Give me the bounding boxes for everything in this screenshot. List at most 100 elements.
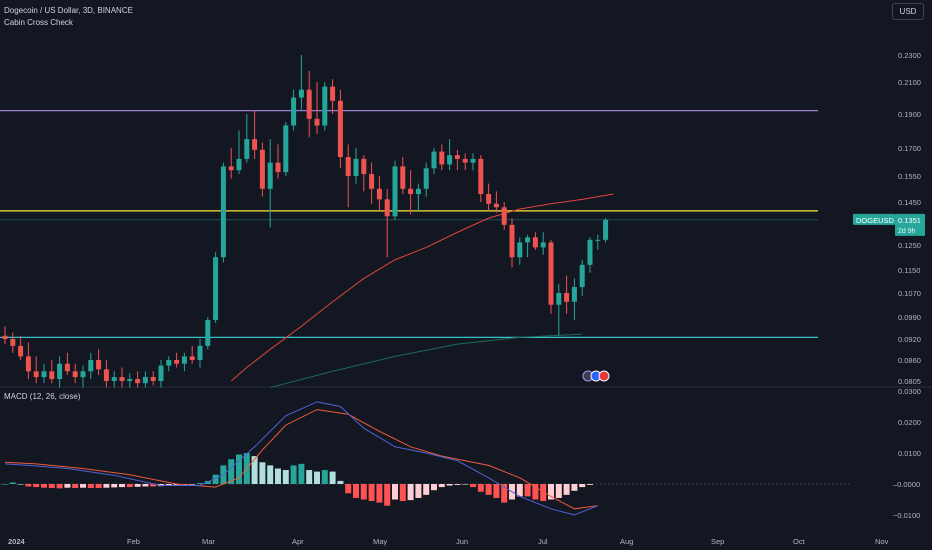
time-tick-label: Aug xyxy=(620,537,633,546)
macd-histogram-bar xyxy=(368,484,375,502)
candle xyxy=(213,257,219,321)
macd-histogram-bar xyxy=(150,484,157,487)
currency-button[interactable]: USD xyxy=(892,3,924,20)
candle xyxy=(314,118,320,126)
macd-histogram-bar xyxy=(212,474,219,484)
time-tick-label: Nov xyxy=(875,537,889,546)
time-tick-label: Jun xyxy=(456,537,468,546)
macd-histogram-bar xyxy=(337,480,344,484)
candle xyxy=(174,360,180,364)
candle xyxy=(10,339,16,346)
candle xyxy=(291,97,297,126)
macd-histogram-bar xyxy=(540,484,547,502)
candle xyxy=(337,100,343,158)
price-pane xyxy=(0,55,932,389)
candle xyxy=(298,89,304,98)
candle xyxy=(2,335,8,339)
candle xyxy=(80,371,86,378)
candle xyxy=(330,86,336,101)
candle xyxy=(57,363,63,380)
candle xyxy=(447,155,453,165)
flag-icon[interactable] xyxy=(598,370,610,382)
macd-histogram-bar xyxy=(438,484,445,488)
macd-histogram-bar xyxy=(64,484,71,488)
event-icons[interactable] xyxy=(582,370,610,382)
candle xyxy=(119,377,125,381)
time-tick-label: Sep xyxy=(711,537,724,546)
price-tick-label: 0.1550 xyxy=(898,172,921,181)
candle xyxy=(415,188,421,195)
candle xyxy=(158,365,164,381)
indicator-name[interactable]: Cabin Cross Check xyxy=(4,18,73,27)
price-tag-bg xyxy=(895,213,925,236)
price-tick-label: 0.0920 xyxy=(898,335,921,344)
candle xyxy=(400,166,406,189)
candle xyxy=(205,320,211,346)
price-tick-label: 0.1150 xyxy=(898,266,920,275)
candle xyxy=(244,139,250,159)
macd-histogram-bar xyxy=(477,484,484,492)
macd-histogram-bar xyxy=(431,484,437,491)
time-tick-label: Oct xyxy=(793,537,806,546)
macd-histogram-bar xyxy=(267,465,274,484)
price-tick-label: 0.1070 xyxy=(898,289,921,298)
macd-histogram-bar xyxy=(25,484,32,487)
candle xyxy=(579,264,585,288)
candle xyxy=(392,166,398,217)
macd-histogram-bar xyxy=(384,484,391,506)
price-tick-label: 0.2300 xyxy=(898,51,921,60)
macd-histogram-bar xyxy=(376,484,383,503)
candle xyxy=(88,360,94,372)
candle xyxy=(439,151,445,165)
macd-histogram-bar xyxy=(555,484,562,498)
macd-histogram-bar xyxy=(501,484,508,503)
price-tick-label: 0.0805 xyxy=(898,377,921,386)
macd-histogram-bar xyxy=(579,484,586,488)
candle xyxy=(540,242,546,248)
candle xyxy=(509,224,515,258)
macd-histogram-bar xyxy=(259,462,266,484)
macd-histogram-bar xyxy=(415,484,422,498)
macd-histogram-bar xyxy=(470,484,476,488)
candle xyxy=(525,237,531,243)
price-tick-label: 0.2100 xyxy=(898,78,921,87)
macd-histogram-bar xyxy=(306,470,313,484)
macd-histogram-bar xyxy=(571,484,578,491)
candle xyxy=(501,207,507,225)
macd-histogram-bar xyxy=(119,484,125,488)
macd-histogram-bar xyxy=(103,484,110,488)
candle xyxy=(33,371,39,378)
candle xyxy=(564,293,570,302)
macd-histogram-bar xyxy=(282,470,289,484)
candle xyxy=(556,293,562,305)
macd-legend[interactable]: MACD (12, 26, close) xyxy=(4,392,81,401)
macd-line xyxy=(4,401,598,516)
candle xyxy=(228,166,234,171)
macd-histogram-bar xyxy=(532,484,539,500)
candle xyxy=(486,194,492,204)
price-tick-label: 0.1250 xyxy=(898,241,921,250)
price-tick-label: 0.1900 xyxy=(898,110,921,119)
candle xyxy=(25,356,31,372)
macd-histogram-bar xyxy=(399,484,406,502)
candle xyxy=(478,158,484,195)
candle xyxy=(96,360,102,370)
candle xyxy=(548,242,554,305)
candle xyxy=(252,139,258,150)
macd-histogram-bar xyxy=(548,484,554,500)
price-axis: 0.25000.23000.21000.19000.17000.15500.14… xyxy=(898,8,921,386)
macd-histogram-bar xyxy=(48,484,55,489)
candle xyxy=(197,345,203,360)
candle xyxy=(532,237,538,248)
macd-histogram-bar xyxy=(563,484,570,495)
price-tick-label: 0.1450 xyxy=(898,198,921,207)
candle xyxy=(111,377,117,381)
macd-histogram-bar xyxy=(33,484,40,488)
macd-histogram-bar xyxy=(72,484,79,489)
time-axis: 2024 Feb Mar Apr May Jun Jul Aug Sep Oct Nov xyxy=(8,537,889,546)
price-tick-label: 0.0860 xyxy=(898,356,921,365)
macd-tick-label: 0.0300 xyxy=(898,387,921,396)
signal-line xyxy=(4,409,598,510)
last-price-tag: DOGEUSD 0.1351 2d 9h xyxy=(853,213,925,236)
candle xyxy=(322,86,328,126)
